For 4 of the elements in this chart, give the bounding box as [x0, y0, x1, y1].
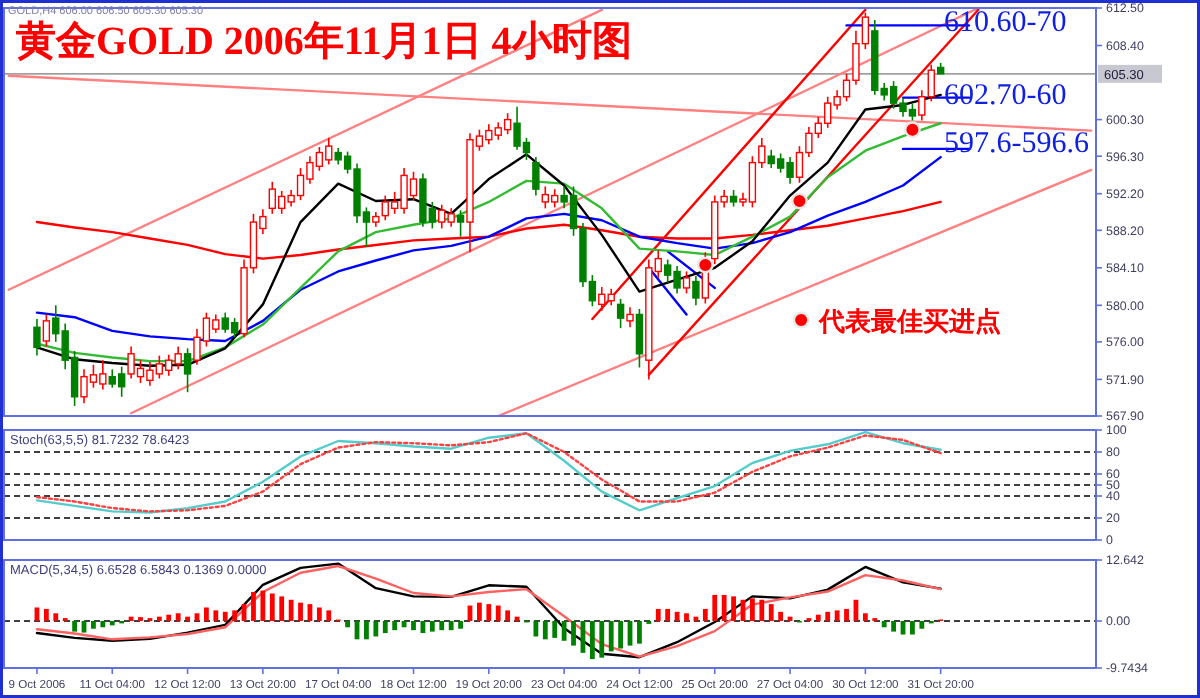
annotation: 602.70-60	[944, 80, 1067, 112]
chart-title: 黄金GOLD 2006年11月1日 4小时图	[14, 20, 632, 64]
annotation: 597.6-596.6	[944, 128, 1090, 160]
legend-label: 代表最佳买进点	[817, 306, 1002, 336]
